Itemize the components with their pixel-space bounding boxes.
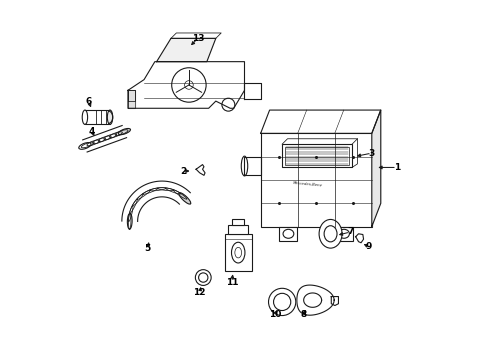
Bar [285,147,348,165]
Polygon shape [371,110,380,226]
Bar [334,226,352,241]
Text: 7: 7 [346,228,353,237]
Ellipse shape [231,242,244,263]
Ellipse shape [79,143,91,149]
Polygon shape [128,62,244,108]
Circle shape [273,293,290,311]
Text: 11: 11 [225,278,238,287]
Polygon shape [196,165,204,175]
Polygon shape [296,285,333,315]
Polygon shape [156,39,215,62]
Text: 2: 2 [180,167,186,176]
Ellipse shape [234,247,241,258]
Ellipse shape [82,110,87,125]
Circle shape [171,68,206,102]
Text: 13: 13 [191,34,203,43]
Bar [231,220,244,225]
Ellipse shape [324,226,336,242]
Ellipse shape [319,220,341,248]
Ellipse shape [241,156,247,176]
Circle shape [184,81,193,89]
Circle shape [268,288,295,316]
Text: 1: 1 [393,163,399,172]
Polygon shape [330,297,338,306]
Text: 5: 5 [144,244,150,253]
Bar [260,134,371,226]
Circle shape [222,98,234,111]
Circle shape [195,270,211,285]
Text: 8: 8 [300,310,306,319]
Ellipse shape [338,229,349,238]
Ellipse shape [127,213,132,229]
Text: 3: 3 [368,149,374,158]
Text: Mercedes-Benz: Mercedes-Benz [292,181,322,188]
Text: 10: 10 [268,310,281,319]
Text: 4: 4 [89,127,95,136]
Text: 9: 9 [364,242,371,251]
Bar [224,234,251,271]
Ellipse shape [107,110,112,125]
Text: 12: 12 [193,288,205,297]
Bar [282,144,351,167]
Ellipse shape [118,129,130,135]
Polygon shape [128,90,135,108]
Circle shape [198,273,207,282]
Text: 6: 6 [85,96,91,105]
Bar [228,225,247,234]
Polygon shape [355,234,363,243]
Ellipse shape [179,193,190,204]
Ellipse shape [283,229,293,238]
Polygon shape [244,83,260,99]
Bar [85,110,110,125]
Bar [279,226,297,241]
